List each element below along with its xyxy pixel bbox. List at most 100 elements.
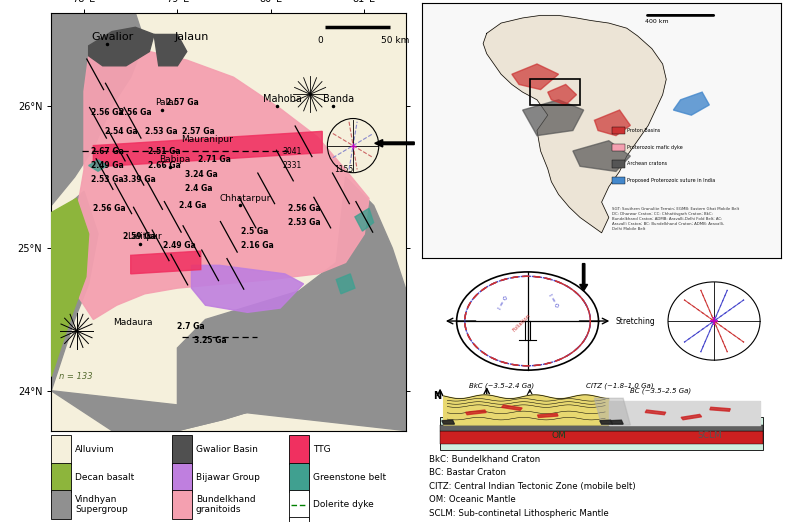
Text: Proton Basins: Proton Basins bbox=[626, 128, 660, 133]
FancyBboxPatch shape bbox=[51, 490, 71, 519]
FancyBboxPatch shape bbox=[172, 435, 192, 465]
Text: 3041: 3041 bbox=[282, 147, 301, 156]
Text: 2.56 Ga: 2.56 Ga bbox=[119, 109, 152, 117]
Text: Archean cratons: Archean cratons bbox=[626, 161, 667, 166]
Text: Lalitpur: Lalitpur bbox=[127, 232, 162, 241]
Polygon shape bbox=[681, 414, 701, 420]
Text: 2.56 Ga: 2.56 Ga bbox=[92, 109, 124, 117]
Text: Bijawar Group: Bijawar Group bbox=[196, 473, 260, 482]
FancyBboxPatch shape bbox=[172, 490, 192, 519]
Bar bbox=[612, 127, 625, 134]
Text: 2.59 Ga: 2.59 Ga bbox=[123, 232, 156, 241]
Polygon shape bbox=[178, 177, 406, 431]
Text: 2.54 Ga: 2.54 Ga bbox=[104, 127, 137, 136]
Bar bbox=[612, 144, 625, 151]
Text: Madaura: Madaura bbox=[113, 318, 152, 327]
Polygon shape bbox=[73, 49, 369, 319]
Bar bbox=[612, 160, 625, 168]
Polygon shape bbox=[522, 100, 584, 136]
Text: Gwalior: Gwalior bbox=[91, 32, 133, 42]
Polygon shape bbox=[609, 401, 760, 425]
Polygon shape bbox=[440, 425, 763, 431]
Text: 2.57 Ga: 2.57 Ga bbox=[182, 127, 215, 136]
Text: 2.4 Ga: 2.4 Ga bbox=[185, 184, 212, 193]
Polygon shape bbox=[51, 362, 406, 431]
Text: 2.49 Ga: 2.49 Ga bbox=[92, 161, 124, 170]
Text: 400 km: 400 km bbox=[645, 19, 668, 24]
Text: 3.25 Ga: 3.25 Ga bbox=[194, 336, 227, 346]
FancyBboxPatch shape bbox=[172, 462, 192, 492]
FancyBboxPatch shape bbox=[290, 462, 308, 492]
Text: BC (~3.5–2.5 Ga): BC (~3.5–2.5 Ga) bbox=[630, 387, 691, 394]
Text: BC: Bastar Craton: BC: Bastar Craton bbox=[429, 468, 507, 478]
Text: N: N bbox=[433, 391, 441, 401]
Text: SCLM: Sub-continetal Lithospheric Mantle: SCLM: Sub-continetal Lithospheric Mantle bbox=[429, 508, 609, 518]
Text: Alluvium: Alluvium bbox=[75, 445, 114, 454]
Polygon shape bbox=[502, 405, 522, 410]
Text: Greenstone belt: Greenstone belt bbox=[313, 473, 386, 482]
Text: BkC (~3.5–2.4 Ga): BkC (~3.5–2.4 Ga) bbox=[469, 382, 533, 389]
Polygon shape bbox=[440, 431, 763, 444]
Text: Decan basalt: Decan basalt bbox=[75, 473, 134, 482]
Text: Banda: Banda bbox=[323, 93, 353, 103]
Text: l = 0: l = 0 bbox=[498, 294, 510, 310]
Text: SCLM: SCLM bbox=[697, 431, 722, 440]
Text: n = 133: n = 133 bbox=[58, 372, 92, 382]
Polygon shape bbox=[336, 274, 355, 294]
Polygon shape bbox=[466, 410, 486, 414]
Text: Dolerite dyke: Dolerite dyke bbox=[313, 500, 374, 509]
Polygon shape bbox=[355, 208, 374, 231]
Polygon shape bbox=[512, 64, 559, 90]
Text: CITZ: Central Indian Tectonic Zone (mobile belt): CITZ: Central Indian Tectonic Zone (mobi… bbox=[429, 482, 636, 491]
Bar bbox=[529, 79, 580, 105]
Text: Babipa: Babipa bbox=[159, 156, 190, 164]
Text: OM: Oceanic Mantle: OM: Oceanic Mantle bbox=[429, 495, 516, 504]
Text: 2.67 Ga: 2.67 Ga bbox=[92, 147, 125, 156]
Polygon shape bbox=[51, 191, 98, 391]
Ellipse shape bbox=[457, 272, 599, 370]
Text: Proterozoic mafic dyke: Proterozoic mafic dyke bbox=[626, 145, 682, 150]
Polygon shape bbox=[609, 401, 760, 425]
Text: mafic dyke: mafic dyke bbox=[461, 412, 492, 420]
Polygon shape bbox=[51, 198, 88, 376]
FancyBboxPatch shape bbox=[290, 517, 308, 522]
Polygon shape bbox=[573, 141, 630, 171]
Polygon shape bbox=[88, 27, 154, 66]
Text: 1155: 1155 bbox=[335, 165, 353, 174]
Polygon shape bbox=[483, 16, 666, 233]
Text: OM: OM bbox=[552, 431, 566, 440]
Text: 2.53 Ga: 2.53 Ga bbox=[288, 218, 320, 227]
Text: TTG: TTG bbox=[313, 445, 331, 454]
Text: Mauranipur: Mauranipur bbox=[181, 135, 234, 145]
Text: Mahoba: Mahoba bbox=[263, 93, 301, 103]
Text: 2.7 Ga: 2.7 Ga bbox=[178, 322, 205, 331]
FancyBboxPatch shape bbox=[51, 435, 71, 465]
Text: Stretching: Stretching bbox=[616, 316, 656, 326]
Text: 2.53 Ga: 2.53 Ga bbox=[92, 175, 124, 184]
Text: 2.57 Ga: 2.57 Ga bbox=[166, 98, 199, 108]
Polygon shape bbox=[600, 420, 612, 424]
Text: l = 0: l = 0 bbox=[547, 293, 559, 309]
Text: Gwalior Basin: Gwalior Basin bbox=[196, 445, 258, 454]
Text: Foliation: Foliation bbox=[511, 313, 531, 333]
Text: 50 km: 50 km bbox=[381, 36, 409, 45]
Text: Bundelkhand
granitoids: Bundelkhand granitoids bbox=[196, 495, 256, 514]
FancyBboxPatch shape bbox=[290, 435, 308, 465]
Polygon shape bbox=[594, 398, 630, 425]
Text: Proposed Proterozoic suture in India: Proposed Proterozoic suture in India bbox=[626, 178, 715, 183]
Polygon shape bbox=[51, 13, 144, 206]
Text: 2.56 Ga: 2.56 Ga bbox=[288, 204, 320, 213]
Text: 0: 0 bbox=[317, 36, 323, 45]
Polygon shape bbox=[548, 85, 577, 105]
Polygon shape bbox=[645, 410, 666, 414]
Polygon shape bbox=[611, 420, 623, 424]
Text: 2.16 Ga: 2.16 Ga bbox=[241, 241, 274, 250]
Text: 2.56 Ga: 2.56 Ga bbox=[93, 204, 126, 213]
Text: Chhatarpur: Chhatarpur bbox=[219, 194, 271, 203]
Text: CITZ (~1.8–1.0 Ga): CITZ (~1.8–1.0 Ga) bbox=[585, 382, 653, 389]
Polygon shape bbox=[154, 34, 187, 66]
FancyBboxPatch shape bbox=[51, 462, 71, 492]
Ellipse shape bbox=[668, 282, 760, 360]
FancyBboxPatch shape bbox=[290, 490, 308, 519]
Polygon shape bbox=[443, 395, 609, 425]
